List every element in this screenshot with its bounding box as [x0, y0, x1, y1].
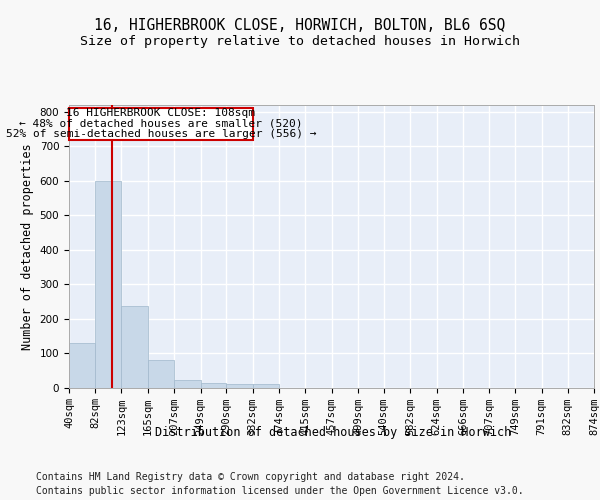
Text: ← 48% of detached houses are smaller (520): ← 48% of detached houses are smaller (52…: [19, 118, 302, 128]
Bar: [69, 344, 95, 388]
Bar: [95, 181, 121, 388]
Y-axis label: Number of detached properties: Number of detached properties: [21, 143, 34, 350]
Text: Size of property relative to detached houses in Horwich: Size of property relative to detached ho…: [80, 35, 520, 48]
FancyBboxPatch shape: [69, 108, 253, 140]
Text: Contains public sector information licensed under the Open Government Licence v3: Contains public sector information licen…: [36, 486, 524, 496]
Text: 16, HIGHERBROOK CLOSE, HORWICH, BOLTON, BL6 6SQ: 16, HIGHERBROOK CLOSE, HORWICH, BOLTON, …: [94, 18, 506, 32]
Bar: [200, 383, 226, 388]
Bar: [226, 384, 253, 388]
Text: 52% of semi-detached houses are larger (556) →: 52% of semi-detached houses are larger (…: [5, 129, 316, 139]
Text: Contains HM Land Registry data © Crown copyright and database right 2024.: Contains HM Land Registry data © Crown c…: [36, 472, 465, 482]
Text: Distribution of detached houses by size in Horwich: Distribution of detached houses by size …: [155, 426, 511, 439]
Bar: [253, 384, 279, 388]
Text: 16 HIGHERBROOK CLOSE: 108sqm: 16 HIGHERBROOK CLOSE: 108sqm: [67, 108, 256, 118]
Bar: [148, 360, 174, 388]
Bar: [121, 306, 148, 388]
Bar: [174, 380, 200, 388]
